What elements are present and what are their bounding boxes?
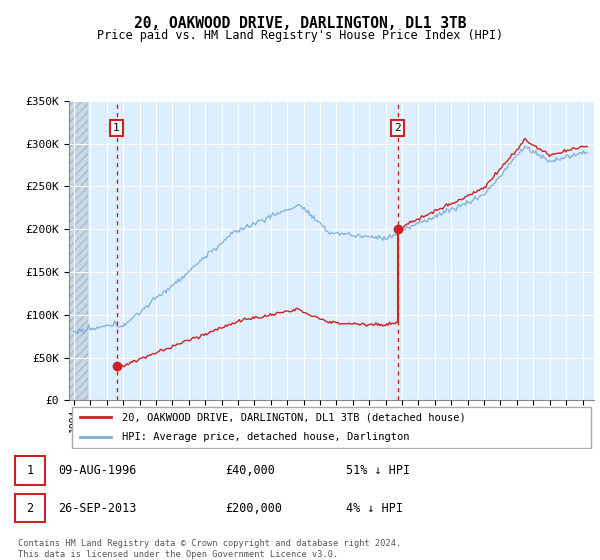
Text: This data is licensed under the Open Government Licence v3.0.: This data is licensed under the Open Gov… (18, 550, 338, 559)
Bar (69, 101, 88, 400)
Text: 2: 2 (26, 502, 34, 515)
Text: 20, OAKWOOD DRIVE, DARLINGTON, DL1 3TB: 20, OAKWOOD DRIVE, DARLINGTON, DL1 3TB (134, 16, 466, 31)
Text: Price paid vs. HM Land Registry's House Price Index (HPI): Price paid vs. HM Land Registry's House … (97, 29, 503, 42)
Text: Contains HM Land Registry data © Crown copyright and database right 2024.: Contains HM Land Registry data © Crown c… (18, 539, 401, 548)
Text: £200,000: £200,000 (225, 502, 282, 515)
Text: 1: 1 (26, 464, 34, 477)
FancyBboxPatch shape (15, 456, 45, 484)
Text: 26-SEP-2013: 26-SEP-2013 (58, 502, 136, 515)
FancyBboxPatch shape (71, 407, 592, 448)
Text: 4% ↓ HPI: 4% ↓ HPI (346, 502, 403, 515)
Text: 1: 1 (113, 123, 120, 133)
Text: 51% ↓ HPI: 51% ↓ HPI (346, 464, 410, 477)
FancyBboxPatch shape (15, 494, 45, 522)
Text: 09-AUG-1996: 09-AUG-1996 (58, 464, 136, 477)
Text: 20, OAKWOOD DRIVE, DARLINGTON, DL1 3TB (detached house): 20, OAKWOOD DRIVE, DARLINGTON, DL1 3TB (… (121, 412, 465, 422)
Text: £40,000: £40,000 (225, 464, 275, 477)
Text: 2: 2 (394, 123, 401, 133)
Text: HPI: Average price, detached house, Darlington: HPI: Average price, detached house, Darl… (121, 432, 409, 442)
